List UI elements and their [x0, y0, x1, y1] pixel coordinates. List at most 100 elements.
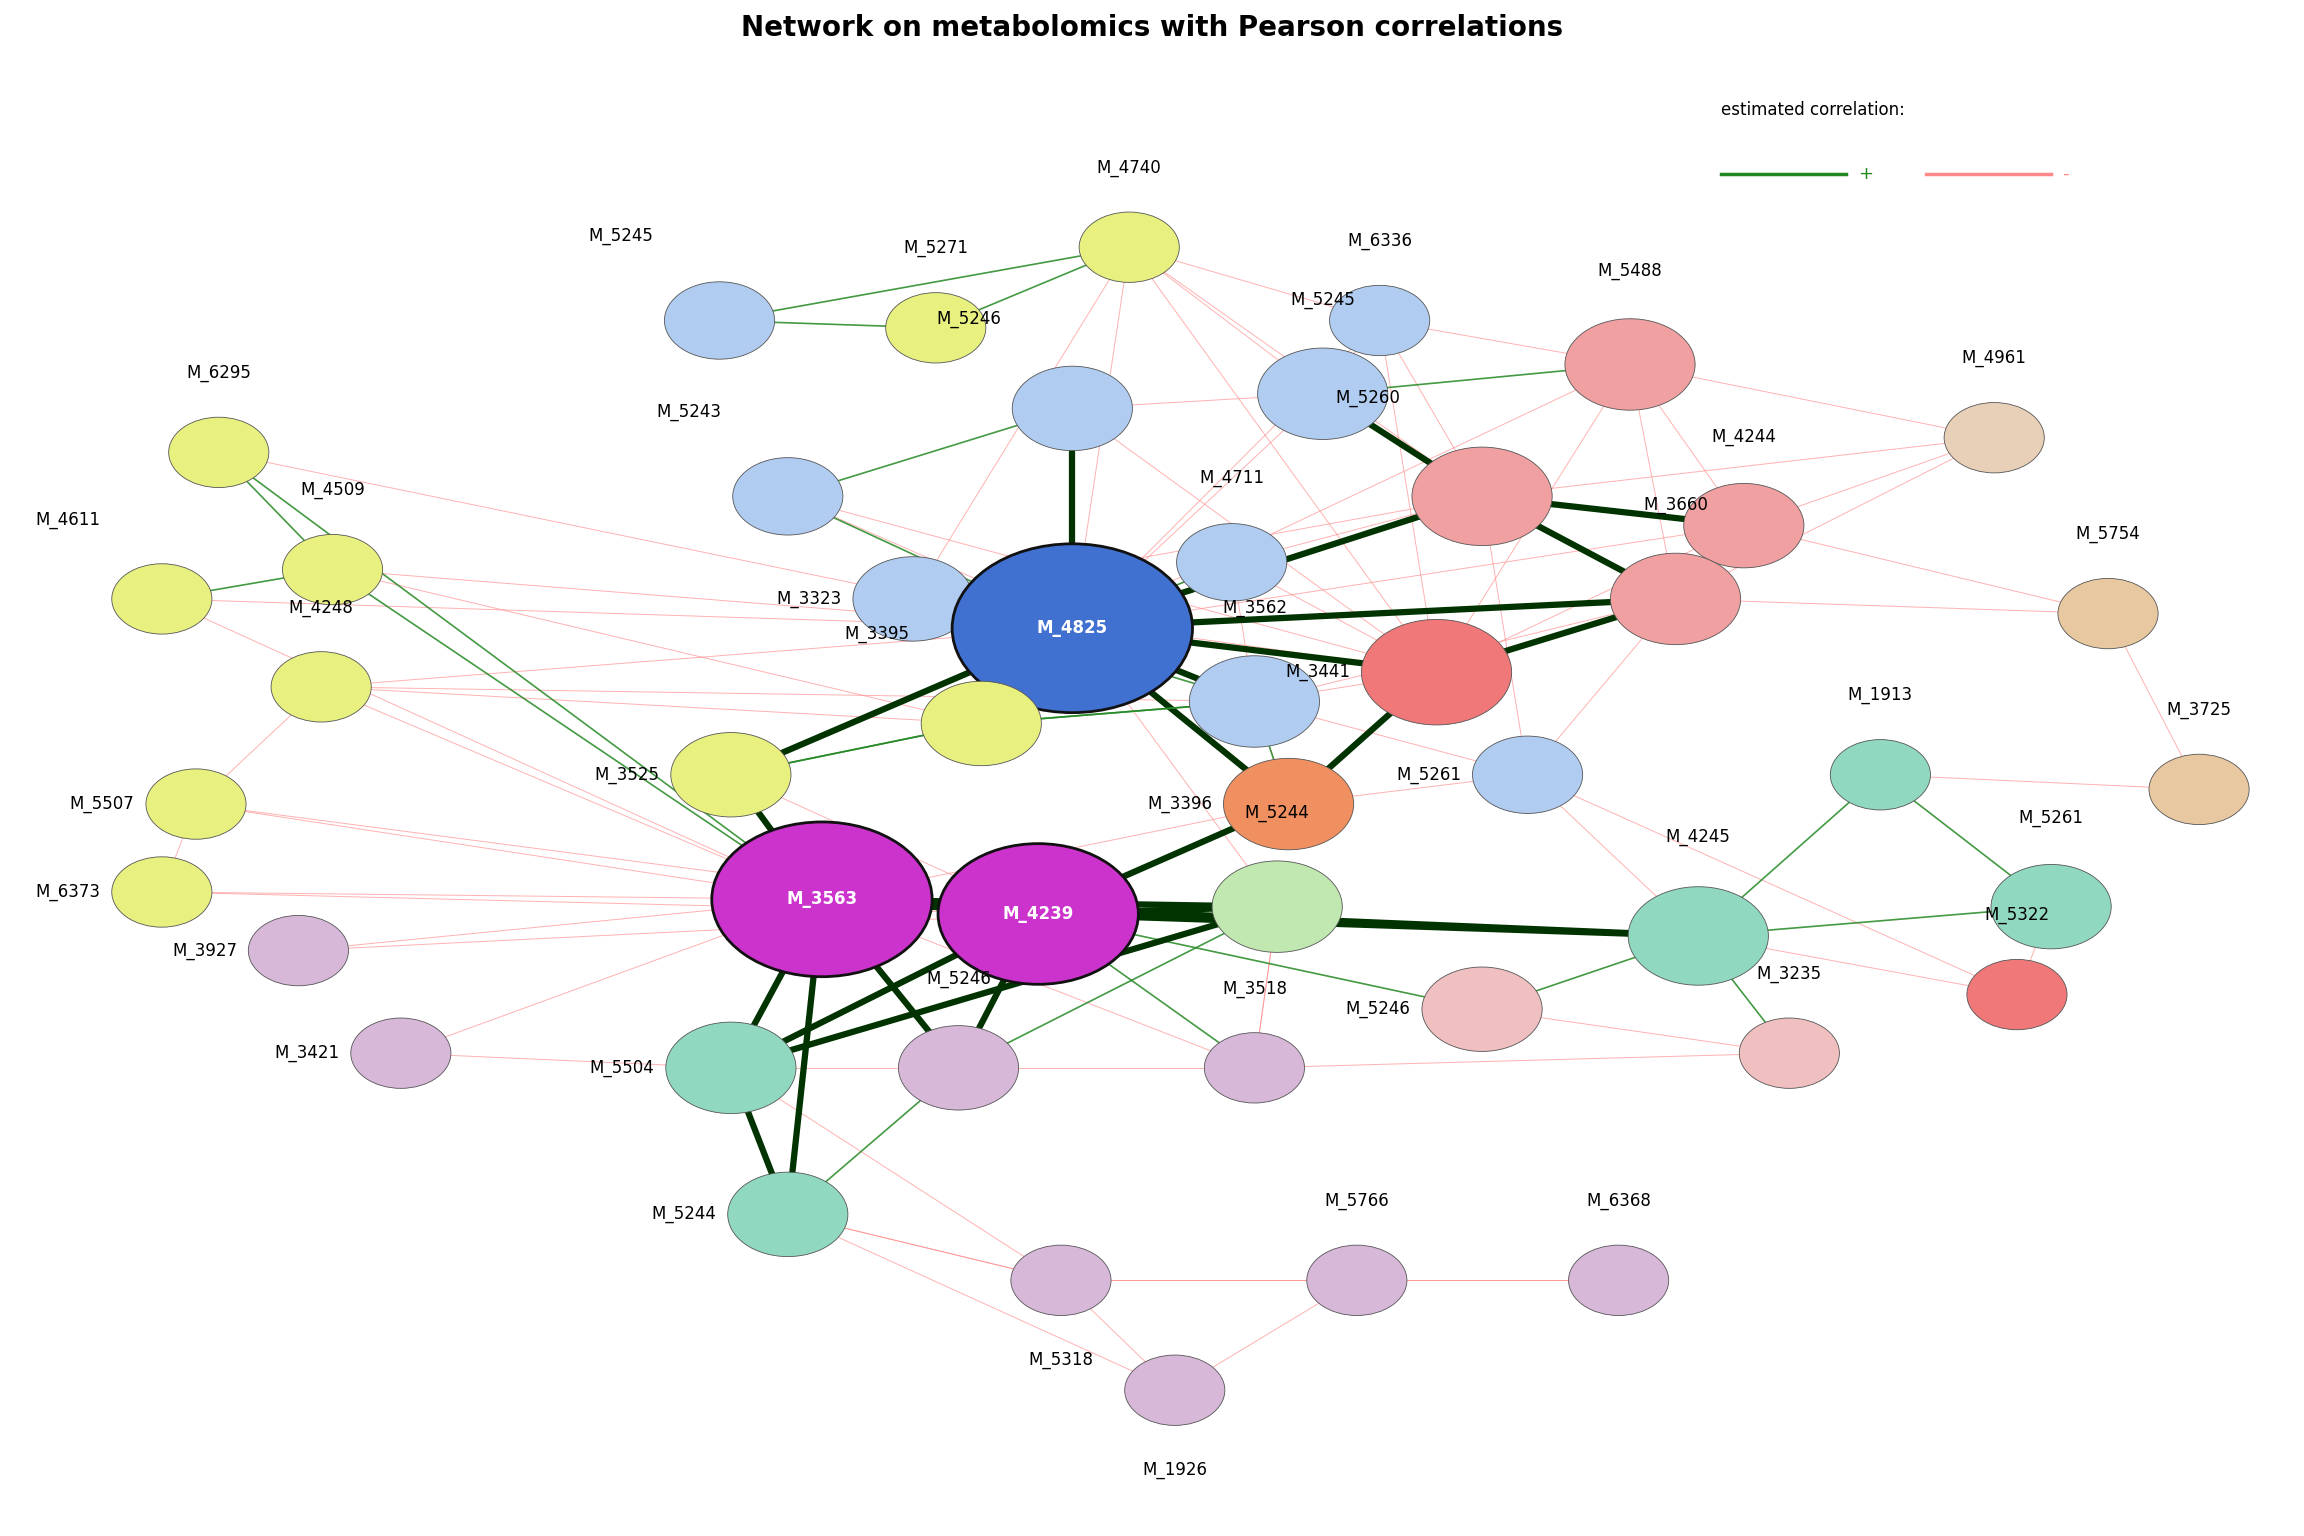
Text: M_3525: M_3525 [594, 766, 659, 783]
Ellipse shape [350, 1018, 452, 1089]
Ellipse shape [1078, 212, 1180, 283]
Text: M_5488: M_5488 [1597, 261, 1663, 280]
Text: M_4711: M_4711 [1198, 468, 1265, 487]
Ellipse shape [1740, 1018, 1839, 1089]
Text: M_3323: M_3323 [776, 590, 841, 608]
Text: M_3441: M_3441 [1286, 664, 1350, 680]
Text: M_5766: M_5766 [1325, 1192, 1389, 1210]
Ellipse shape [168, 418, 270, 487]
Ellipse shape [1212, 860, 1343, 952]
Text: M_5318: M_5318 [1028, 1350, 1094, 1369]
Text: M_3421: M_3421 [274, 1044, 339, 1063]
Ellipse shape [728, 1172, 848, 1256]
Ellipse shape [113, 564, 212, 634]
Text: M_4239: M_4239 [1002, 905, 1074, 923]
Text: M_5243: M_5243 [657, 402, 721, 421]
Text: M_5261: M_5261 [1396, 766, 1461, 783]
Ellipse shape [1569, 1246, 1668, 1315]
Ellipse shape [952, 544, 1193, 713]
Text: M_4961: M_4961 [1961, 349, 2028, 367]
Ellipse shape [1011, 366, 1134, 450]
Ellipse shape [922, 682, 1041, 765]
Text: M_3518: M_3518 [1221, 980, 1288, 997]
Ellipse shape [283, 535, 382, 605]
Text: M_5507: M_5507 [69, 796, 134, 813]
Ellipse shape [1011, 1246, 1111, 1315]
Text: M_5244: M_5244 [1244, 803, 1309, 822]
Ellipse shape [1124, 1355, 1226, 1425]
Ellipse shape [733, 458, 843, 535]
Ellipse shape [1968, 960, 2067, 1029]
Text: M_4825: M_4825 [1037, 619, 1108, 637]
Text: M_5245: M_5245 [1290, 290, 1355, 309]
Text: M_3395: M_3395 [846, 625, 910, 644]
Ellipse shape [1258, 349, 1387, 439]
Text: M_4509: M_4509 [300, 481, 364, 499]
Text: M_3725: M_3725 [2166, 700, 2233, 719]
Ellipse shape [272, 651, 371, 722]
Text: M_5261: M_5261 [2018, 808, 2083, 826]
Text: M_5246: M_5246 [935, 310, 1000, 329]
Ellipse shape [1684, 484, 1804, 568]
Text: M_6368: M_6368 [1585, 1192, 1652, 1210]
Text: M_3660: M_3660 [1643, 496, 1707, 515]
Ellipse shape [249, 915, 348, 986]
Text: M_4245: M_4245 [1666, 828, 1730, 846]
Ellipse shape [1610, 553, 1740, 645]
Text: M_5271: M_5271 [903, 240, 968, 258]
Text: M_5245: M_5245 [588, 227, 652, 246]
Title: Network on metabolomics with Pearson correlations: Network on metabolomics with Pearson cor… [742, 14, 1562, 41]
Ellipse shape [712, 822, 933, 977]
Text: M_6295: M_6295 [187, 364, 251, 382]
Text: M_6373: M_6373 [35, 883, 101, 902]
Text: M_5322: M_5322 [1984, 906, 2051, 925]
Ellipse shape [1564, 319, 1696, 410]
Text: M_3235: M_3235 [1756, 965, 1822, 983]
Ellipse shape [1829, 740, 1931, 809]
Text: M_1913: M_1913 [1848, 687, 1912, 705]
Ellipse shape [1205, 1032, 1304, 1103]
Ellipse shape [670, 733, 790, 817]
Ellipse shape [1472, 736, 1583, 814]
Ellipse shape [1223, 759, 1355, 849]
Text: M_5244: M_5244 [652, 1206, 717, 1223]
Text: M_5504: M_5504 [590, 1058, 654, 1077]
Text: M_5260: M_5260 [1336, 389, 1401, 407]
Ellipse shape [1362, 619, 1511, 725]
Text: M_4248: M_4248 [288, 599, 353, 616]
Text: M_1926: M_1926 [1143, 1461, 1207, 1479]
Ellipse shape [666, 1021, 795, 1114]
Ellipse shape [664, 281, 774, 359]
Text: M_5754: M_5754 [2076, 525, 2140, 544]
Ellipse shape [852, 556, 972, 641]
Ellipse shape [1945, 402, 2044, 473]
Text: -: - [2062, 164, 2069, 183]
Text: M_4611: M_4611 [35, 510, 101, 528]
Text: M_6336: M_6336 [1348, 232, 1412, 250]
Text: estimated correlation:: estimated correlation: [1721, 101, 1905, 118]
Ellipse shape [145, 770, 247, 839]
Ellipse shape [885, 293, 986, 362]
Text: M_5246: M_5246 [926, 969, 991, 988]
Ellipse shape [899, 1026, 1018, 1111]
Text: M_4244: M_4244 [1712, 427, 1776, 445]
Text: M_3396: M_3396 [1147, 796, 1212, 813]
Text: M_3562: M_3562 [1221, 599, 1288, 616]
Ellipse shape [1412, 447, 1553, 545]
Text: +: + [1857, 164, 1873, 183]
Ellipse shape [938, 843, 1138, 985]
Ellipse shape [113, 857, 212, 928]
Ellipse shape [1189, 656, 1320, 746]
Ellipse shape [1629, 886, 1769, 985]
Ellipse shape [1329, 286, 1431, 356]
Ellipse shape [2057, 579, 2159, 648]
Text: M_3563: M_3563 [786, 891, 857, 908]
Ellipse shape [1991, 865, 2110, 949]
Text: M_3927: M_3927 [173, 942, 237, 960]
Ellipse shape [2150, 754, 2249, 825]
Text: M_5246: M_5246 [1346, 1000, 1410, 1018]
Text: M_4740: M_4740 [1097, 158, 1161, 177]
Ellipse shape [1422, 968, 1541, 1052]
Ellipse shape [1177, 524, 1286, 601]
Ellipse shape [1306, 1246, 1408, 1315]
